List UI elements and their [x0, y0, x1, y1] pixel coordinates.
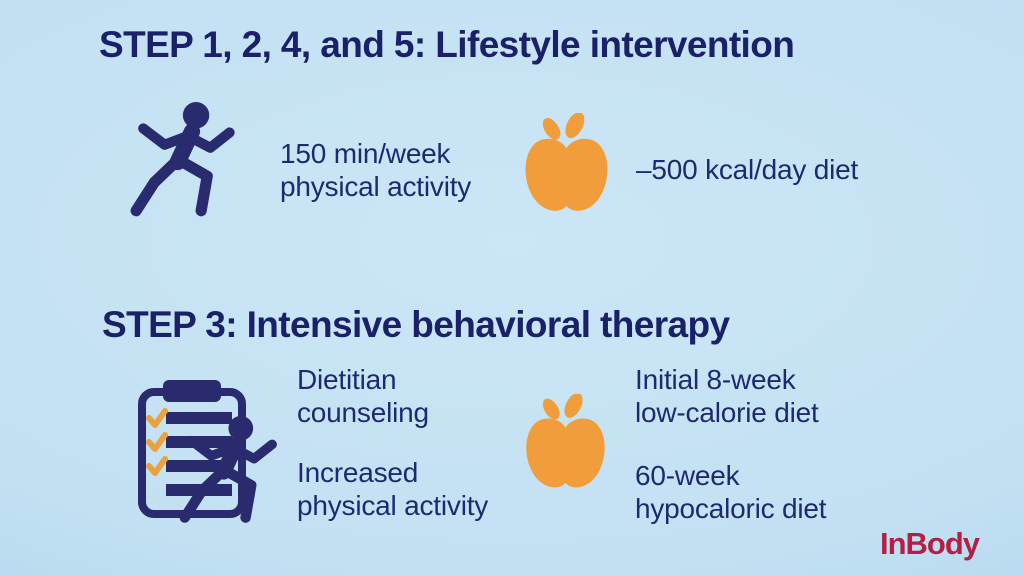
initial-diet-line2: low-calorie diet: [635, 397, 819, 429]
runner-icon: [130, 102, 235, 217]
increased-activity-line1: Increased: [297, 457, 419, 488]
long-diet-text: 60-week hypocaloric diet: [635, 459, 827, 525]
activity-line1: 150 min/week: [280, 138, 451, 169]
activity-text: 150 min/week physical activity: [280, 137, 471, 203]
long-diet-line1: 60-week: [635, 460, 740, 491]
increased-activity-line2: physical activity: [297, 490, 489, 522]
clipboard-checklist-runner-icon: [138, 380, 277, 523]
apple-icon: [520, 112, 613, 222]
counseling-line2: counseling: [297, 397, 429, 429]
activity-line2: physical activity: [280, 171, 472, 203]
counseling-line1: Dietitian: [297, 364, 397, 395]
checklist-lines: [166, 412, 232, 496]
diet-line1: –500 kcal/day diet: [636, 154, 859, 185]
initial-diet-line1: Initial 8-week: [635, 364, 796, 395]
initial-diet-text: Initial 8-week low-calorie diet: [635, 363, 819, 429]
increased-activity-text: Increased physical activity: [297, 456, 488, 522]
apple-icon: [521, 393, 610, 498]
inbody-logo: InBody: [880, 526, 980, 561]
long-diet-line2: hypocaloric diet: [635, 493, 827, 525]
section2-title: STEP 3: Intensive behavioral therapy: [102, 304, 730, 345]
counseling-text: Dietitian counseling: [297, 363, 429, 429]
section1-title: STEP 1, 2, 4, and 5: Lifestyle intervent…: [99, 24, 795, 65]
check-marks: [146, 408, 168, 476]
runner-overlay: [179, 415, 277, 523]
diet-text: –500 kcal/day diet: [636, 153, 858, 186]
